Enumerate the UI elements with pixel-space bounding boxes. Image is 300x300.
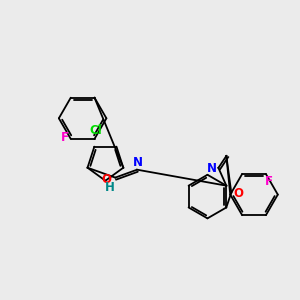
Text: Cl: Cl xyxy=(89,124,102,137)
Text: F: F xyxy=(265,176,273,188)
Text: H: H xyxy=(105,181,115,194)
Text: F: F xyxy=(61,131,69,144)
Text: O: O xyxy=(101,173,111,186)
Text: O: O xyxy=(233,187,243,200)
Text: N: N xyxy=(206,162,217,175)
Text: N: N xyxy=(133,156,143,169)
